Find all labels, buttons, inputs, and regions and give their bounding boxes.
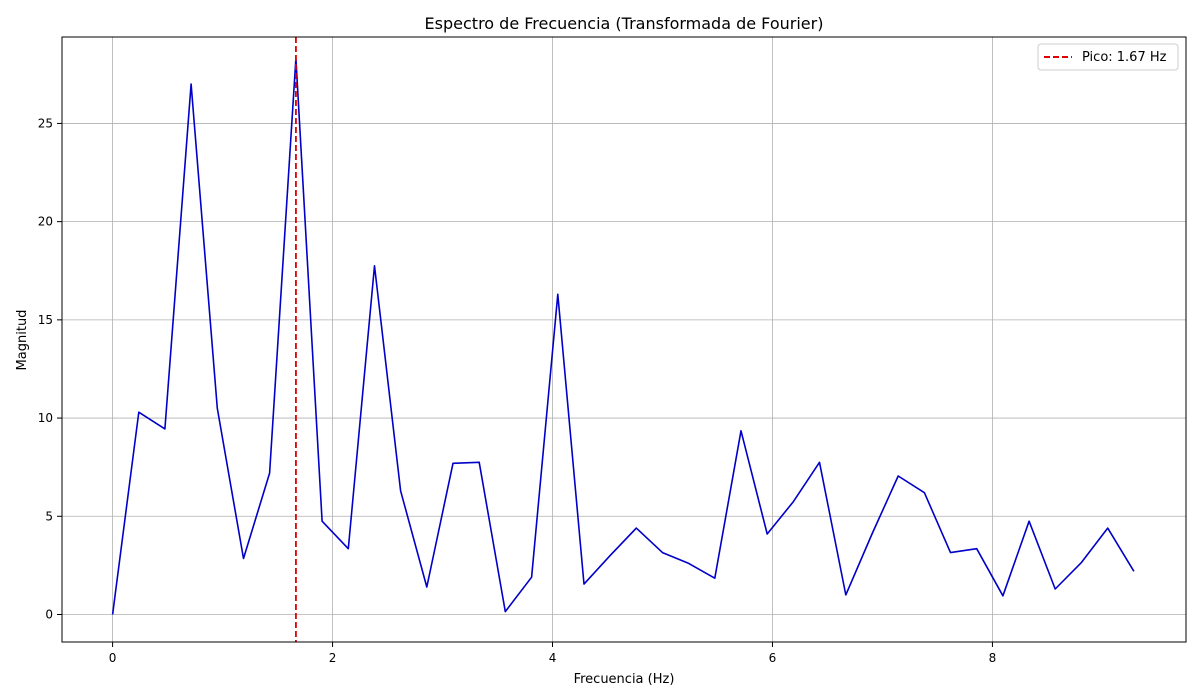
- y-tick-label: 15: [38, 313, 53, 327]
- y-tick-label: 0: [45, 608, 53, 622]
- grid-lines: [62, 37, 1186, 642]
- y-tick-label: 5: [45, 509, 53, 523]
- chart-title: Espectro de Frecuencia (Transformada de …: [425, 14, 824, 33]
- legend-box: [1037, 43, 1179, 71]
- legend: Pico: 1.67 Hz: [1037, 43, 1179, 71]
- x-tick-label: 0: [109, 651, 117, 665]
- x-tick-label: 6: [769, 651, 777, 665]
- axis-ticks: 0 2 4 6 8 0 5 10 15 20 25: [38, 116, 997, 665]
- axes-frame: [61, 36, 1187, 643]
- x-axis-label: Frecuencia (Hz): [574, 672, 675, 687]
- x-tick-label: 2: [329, 651, 337, 665]
- y-tick-label: 25: [38, 116, 53, 130]
- plot-area: [111, 37, 1135, 642]
- y-axis-label: Magnitud: [15, 310, 30, 371]
- y-tick-label: 20: [38, 215, 53, 229]
- x-tick-label: 4: [549, 651, 557, 665]
- x-tick-label: 8: [989, 651, 997, 665]
- y-tick-label: 10: [38, 411, 53, 425]
- spectrum-line: [111, 57, 1135, 615]
- legend-label-peak: Pico: 1.67 Hz: [1082, 50, 1167, 65]
